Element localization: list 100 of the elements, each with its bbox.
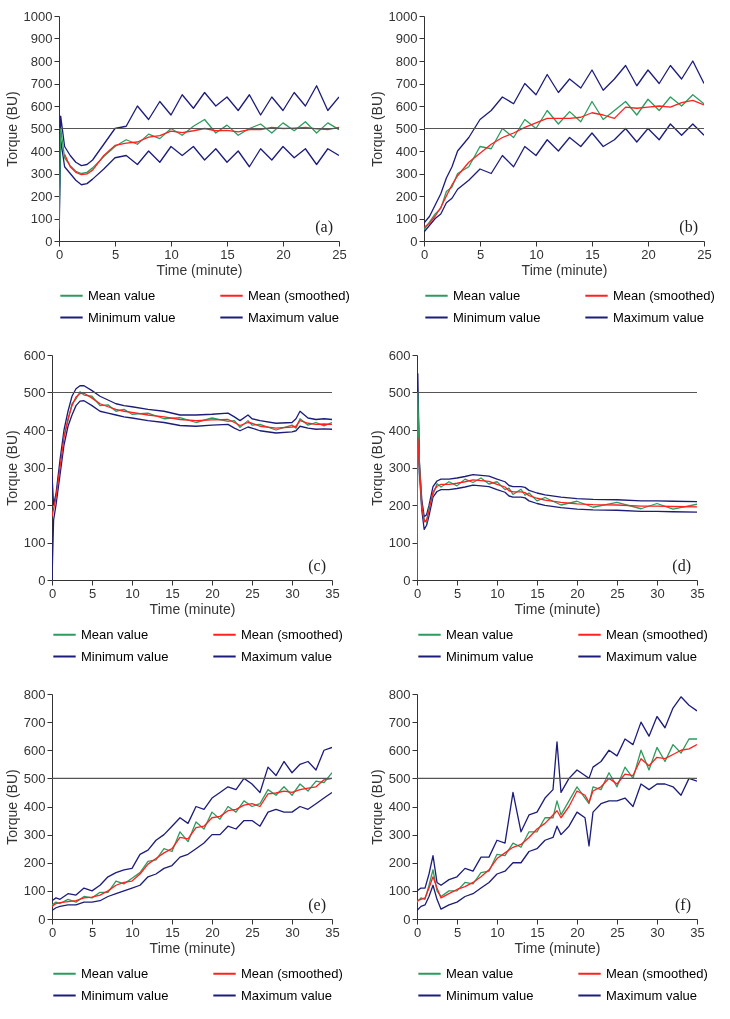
- y-tick-label: 800: [395, 53, 418, 69]
- legend-label: Mean value: [453, 287, 521, 303]
- y-axis-title: Torque (BU): [368, 769, 385, 845]
- x-tick-label: 15: [585, 246, 600, 262]
- y-tick-label: 100: [388, 535, 411, 550]
- y-tick-label: 0: [38, 572, 46, 588]
- legend-label: Mean (smoothed): [241, 626, 343, 642]
- y-tick-label: 700: [395, 76, 418, 91]
- y-tick-label: 200: [388, 497, 411, 513]
- x-tick-label: 25: [697, 246, 712, 262]
- annotation: (e): [308, 896, 326, 914]
- x-tick-label: 5: [453, 585, 462, 601]
- y-tick-label: 0: [38, 911, 46, 927]
- legend-label: Maximum value: [248, 309, 340, 325]
- x-tick-label: 30: [285, 585, 300, 601]
- x-tick-label: 0: [55, 246, 64, 262]
- x-tick-label: 20: [205, 924, 220, 940]
- annotation: (c): [308, 557, 326, 575]
- y-tick-label: 200: [23, 497, 46, 513]
- x-tick-label: 15: [220, 246, 235, 262]
- y-tick-label: 600: [23, 742, 46, 758]
- y-tick-label: 100: [395, 211, 418, 226]
- annotation: (a): [315, 218, 333, 236]
- legend-label: Mean value: [446, 965, 514, 981]
- y-tick-label: 400: [395, 143, 418, 159]
- y-tick-label: 100: [30, 211, 53, 226]
- y-tick-label: 300: [23, 827, 46, 843]
- y-tick-label: 1000: [23, 8, 53, 24]
- x-tick-label: 15: [165, 924, 180, 940]
- y-tick-label: 600: [388, 742, 411, 758]
- y-tick-label: 900: [30, 31, 53, 46]
- y-tick-label: 0: [403, 572, 411, 588]
- y-tick-label: 700: [30, 76, 53, 91]
- y-tick-label: 100: [388, 883, 411, 899]
- x-tick-label: 5: [88, 585, 97, 601]
- legend-label: Minimum value: [88, 309, 176, 325]
- legend-label: Maximum value: [613, 309, 705, 325]
- x-tick-label: 20: [570, 924, 585, 940]
- y-tick-label: 600: [23, 347, 46, 363]
- x-tick-label: 35: [690, 924, 705, 940]
- legend-label: Mean value: [88, 287, 156, 303]
- y-tick-label: 800: [30, 53, 53, 69]
- legend-label: Maximum value: [241, 987, 333, 1003]
- y-tick-label: 300: [395, 166, 418, 181]
- x-axis-title: Time (minute): [514, 939, 601, 956]
- x-tick-label: 20: [276, 246, 291, 262]
- x-tick-label: 10: [164, 246, 179, 262]
- annotation: (b): [679, 218, 698, 236]
- y-tick-label: 700: [388, 714, 411, 730]
- legend-label: Maximum value: [241, 648, 333, 664]
- y-tick-label: 400: [388, 422, 411, 438]
- y-tick-label: 500: [395, 121, 418, 136]
- x-tick-label: 0: [420, 246, 429, 262]
- x-tick-label: 10: [125, 924, 140, 940]
- y-tick-label: 800: [23, 686, 46, 702]
- x-tick-label: 30: [650, 585, 665, 601]
- x-tick-label: 10: [529, 246, 544, 262]
- y-tick-label: 0: [403, 911, 411, 927]
- y-tick-label: 800: [388, 686, 411, 702]
- legend-label: Mean value: [446, 626, 514, 642]
- y-tick-label: 300: [388, 460, 411, 475]
- legend-label: Minimum value: [446, 648, 534, 664]
- annotation: (d): [672, 557, 691, 575]
- x-tick-label: 25: [245, 585, 260, 601]
- y-tick-label: 300: [23, 460, 46, 475]
- legend-label: Mean (smoothed): [248, 287, 350, 303]
- y-tick-label: 500: [388, 385, 411, 400]
- y-tick-label: 200: [23, 855, 46, 871]
- annotation: (f): [675, 896, 691, 914]
- legend-label: Minimum value: [81, 987, 169, 1003]
- legend-label: Mean (smoothed): [606, 626, 708, 642]
- x-tick-label: 35: [690, 585, 705, 601]
- y-tick-label: 300: [30, 166, 53, 181]
- y-tick-label: 400: [388, 799, 411, 814]
- x-tick-label: 20: [570, 585, 585, 601]
- x-tick-label: 10: [125, 585, 140, 601]
- x-tick-label: 5: [111, 246, 120, 262]
- legend-label: Minimum value: [446, 987, 534, 1003]
- y-axis-title: Torque (BU): [368, 430, 385, 506]
- x-tick-label: 30: [650, 924, 665, 940]
- legend-label: Mean value: [81, 626, 149, 642]
- legend-label: Minimum value: [453, 309, 541, 325]
- x-axis-title: Time (minute): [521, 261, 608, 278]
- y-axis-title: Torque (BU): [3, 430, 20, 506]
- x-tick-label: 25: [610, 585, 625, 601]
- legend-label: Mean (smoothed): [606, 965, 708, 981]
- y-tick-label: 400: [30, 143, 53, 159]
- x-tick-label: 25: [245, 924, 260, 940]
- y-tick-label: 400: [23, 799, 46, 814]
- legend-label: Mean value: [81, 965, 149, 981]
- y-tick-label: 300: [388, 827, 411, 843]
- x-axis-title: Time (minute): [149, 600, 236, 617]
- y-tick-label: 600: [30, 98, 53, 114]
- y-tick-label: 600: [395, 98, 418, 114]
- y-tick-label: 700: [23, 714, 46, 730]
- x-tick-label: 5: [476, 246, 485, 262]
- legend-label: Mean (smoothed): [613, 287, 715, 303]
- legend-label: Mean (smoothed): [241, 965, 343, 981]
- y-tick-label: 0: [410, 233, 418, 249]
- x-tick-label: 10: [490, 924, 505, 940]
